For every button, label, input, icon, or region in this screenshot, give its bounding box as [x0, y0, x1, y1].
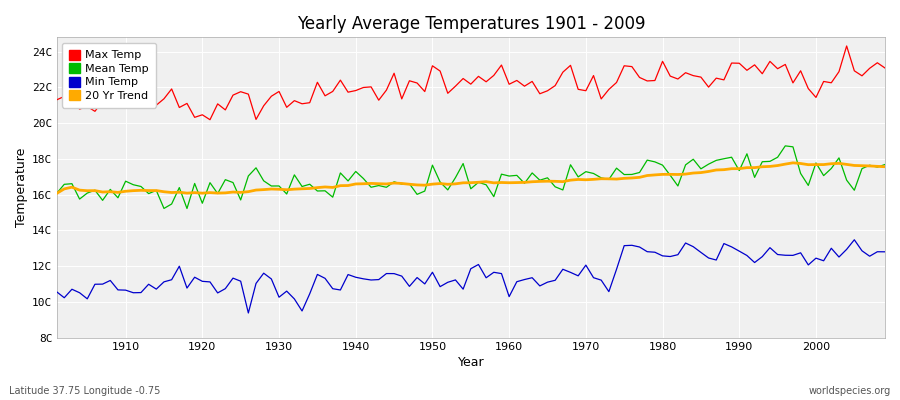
Text: Latitude 37.75 Longitude -0.75: Latitude 37.75 Longitude -0.75 [9, 386, 160, 396]
Text: worldspecies.org: worldspecies.org [809, 386, 891, 396]
Title: Yearly Average Temperatures 1901 - 2009: Yearly Average Temperatures 1901 - 2009 [296, 15, 645, 33]
Legend: Max Temp, Mean Temp, Min Temp, 20 Yr Trend: Max Temp, Mean Temp, Min Temp, 20 Yr Tre… [62, 43, 156, 108]
X-axis label: Year: Year [457, 356, 484, 369]
Y-axis label: Temperature: Temperature [15, 148, 28, 227]
